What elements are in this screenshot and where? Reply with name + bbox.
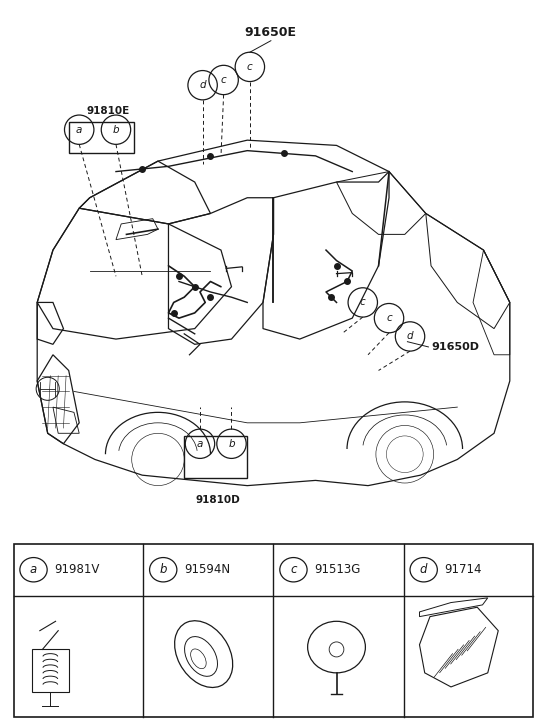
Text: 91714: 91714 [445, 563, 482, 577]
Text: c: c [290, 563, 296, 577]
Text: c: c [221, 75, 226, 85]
Text: 91810D: 91810D [196, 495, 241, 505]
Text: a: a [30, 563, 37, 577]
Text: d: d [420, 563, 427, 577]
Text: 91513G: 91513G [315, 563, 361, 577]
Text: d: d [199, 80, 206, 90]
Text: a: a [197, 439, 203, 449]
Text: b: b [160, 563, 167, 577]
Text: a: a [76, 125, 83, 134]
Text: d: d [407, 332, 414, 342]
Text: 91650E: 91650E [245, 26, 297, 39]
Bar [184, 436, 247, 478]
Text: c: c [386, 313, 392, 323]
Text: c: c [247, 62, 253, 72]
Text: c: c [360, 297, 365, 308]
Text: 91810E: 91810E [86, 106, 130, 116]
Text: b: b [228, 439, 235, 449]
Text: b: b [113, 125, 119, 134]
Text: 91650D: 91650D [431, 342, 479, 352]
Text: 91594N: 91594N [184, 563, 230, 577]
Text: 91981V: 91981V [55, 563, 100, 577]
Bar [69, 122, 135, 153]
